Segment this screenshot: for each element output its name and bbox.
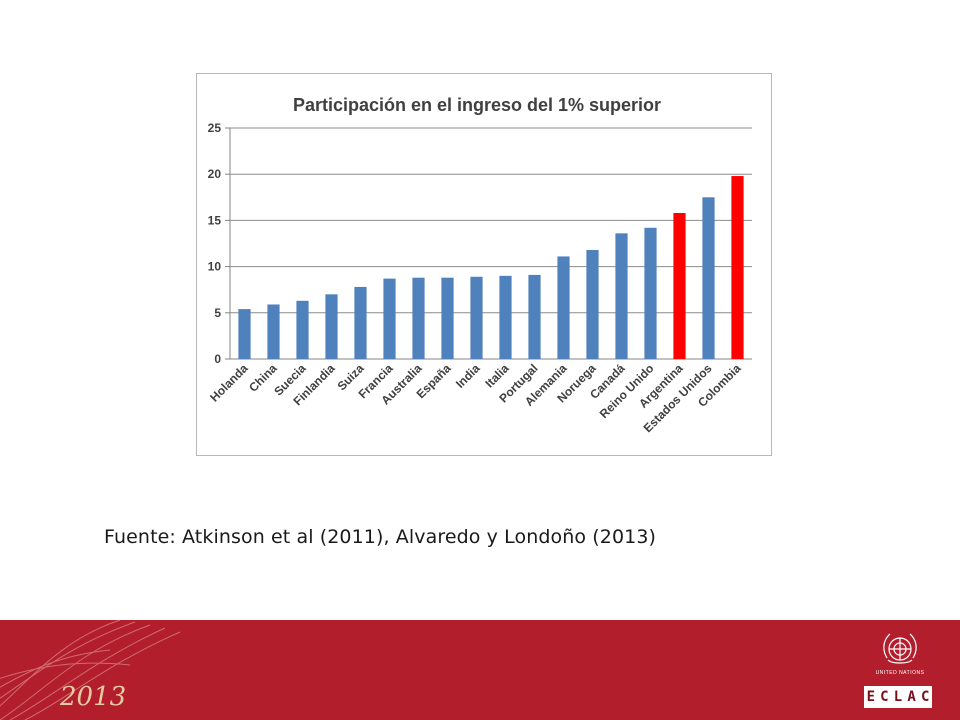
- bar-argentina: [673, 213, 686, 359]
- bar-china: [267, 304, 280, 359]
- eclac-letter: C: [920, 689, 930, 705]
- x-tick-label: Holanda: [207, 361, 251, 405]
- bar-reino-unido: [644, 227, 657, 359]
- bar-finlandia: [325, 294, 338, 359]
- x-tick-label: India: [453, 361, 483, 391]
- bar-canadá: [615, 233, 628, 359]
- bar-alemania: [557, 256, 570, 359]
- united-nations-emblem-icon: [883, 633, 917, 664]
- bar-portugal: [528, 274, 541, 359]
- chart-title: Participación en el ingreso del 1% super…: [293, 95, 661, 115]
- eclac-letter: L: [893, 689, 903, 705]
- un-caption: UNITED NATIONS: [875, 670, 925, 676]
- bar-colombia: [731, 176, 744, 359]
- bar-suiza: [354, 286, 367, 359]
- y-tick-label: 5: [214, 306, 221, 320]
- y-tick-label: 20: [208, 167, 222, 181]
- bar-holanda: [238, 309, 251, 359]
- eclac-letter: A: [907, 689, 916, 705]
- year-label: 2013: [60, 682, 127, 712]
- bar-italia: [499, 275, 512, 359]
- bar-estados-unidos: [702, 197, 715, 359]
- bar-chart: Participación en el ingreso del 1% super…: [207, 95, 752, 435]
- y-tick-label: 0: [214, 352, 221, 366]
- y-tick-label: 10: [208, 260, 222, 274]
- bar-noruega: [586, 249, 599, 359]
- source-note: Fuente: Atkinson et al (2011), Alvaredo …: [104, 526, 657, 548]
- chart-frame: Participación en el ingreso del 1% super…: [196, 73, 772, 456]
- bar-españa: [441, 277, 454, 359]
- bar-suecia: [296, 300, 309, 359]
- decorative-swirl: [0, 620, 181, 720]
- y-tick-label: 25: [208, 121, 222, 135]
- bar-australia: [412, 277, 425, 359]
- bar-francia: [383, 278, 396, 359]
- y-tick-label: 15: [208, 213, 222, 227]
- eclac-letter: C: [880, 689, 889, 705]
- eclac-letter: E: [866, 689, 876, 705]
- bar-india: [470, 276, 483, 359]
- footer-band: 2013 UNITED NATIONS E C L A C: [0, 620, 960, 720]
- eclac-logo: E C L A C: [864, 686, 932, 708]
